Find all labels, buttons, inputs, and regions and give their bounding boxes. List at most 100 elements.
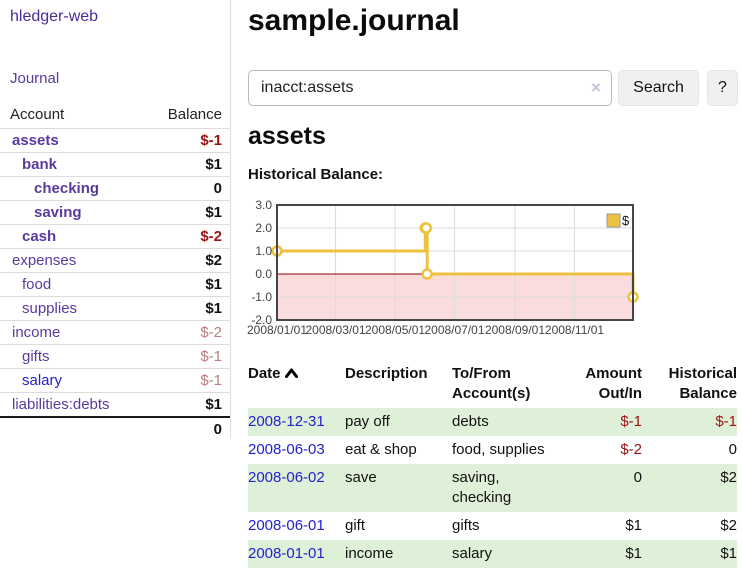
- transaction-accounts: debts: [452, 413, 489, 430]
- sidebar-account-food[interactable]: food: [22, 276, 52, 293]
- sidebar-account-income[interactable]: income: [12, 324, 61, 341]
- main-content: sample.journal × Search ? assets Histori…: [247, 0, 742, 582]
- register-header-description: Description: [345, 365, 428, 382]
- legend-swatch: [606, 213, 621, 228]
- register-row: 2008-01-01 income salary $1 $1: [248, 540, 737, 568]
- register-row: 2008-06-01 gift gifts $1 $2: [248, 512, 737, 540]
- search-field-wrap: ×: [248, 70, 612, 106]
- transaction-date-link[interactable]: 2008-06-02: [248, 469, 325, 486]
- sort-ascending-icon: [284, 368, 298, 378]
- sidebar-account-checking[interactable]: checking: [34, 180, 100, 197]
- sidebar-account-assets[interactable]: assets: [12, 132, 59, 149]
- register-header-accounts: To/From Account(s): [452, 365, 531, 402]
- sidebar-account-liabilities-debts[interactable]: liabilities:debts: [12, 396, 110, 413]
- page-title: sample.journal: [248, 4, 460, 37]
- account-row: checking 0: [0, 176, 230, 200]
- account-heading: assets: [248, 122, 326, 150]
- account-row: assets $-1: [0, 128, 230, 152]
- sidebar-account-salary[interactable]: salary: [22, 372, 63, 389]
- transaction-description: income: [345, 545, 394, 562]
- sidebar-account-bank[interactable]: bank: [22, 156, 58, 173]
- account-row: cash $-2: [0, 224, 230, 248]
- account-row: income $-2: [0, 320, 230, 344]
- transaction-date-link[interactable]: 2008-12-31: [248, 413, 325, 430]
- transaction-accounts: salary: [452, 545, 493, 562]
- chart-title: Historical Balance:: [248, 166, 384, 183]
- sidebar-account-cash[interactable]: cash: [22, 228, 57, 245]
- transaction-date-link[interactable]: 2008-06-01: [248, 517, 325, 534]
- account-balance: $1: [205, 156, 222, 173]
- account-row: gifts $-1: [0, 344, 230, 368]
- transaction-date-cell: 2008-06-03: [248, 436, 345, 464]
- account-balance: $-2: [200, 228, 222, 245]
- transaction-balance: 0: [728, 441, 737, 458]
- search-bar: × Search ?: [248, 70, 742, 106]
- clear-search-icon[interactable]: ×: [591, 78, 601, 97]
- sidebar-account-supplies[interactable]: supplies: [22, 300, 78, 317]
- svg-text:-2.0: -2.0: [251, 313, 272, 327]
- register-rows: 2008-12-31 pay off debts $-1 $-1 2008-06-03 ea…: [248, 408, 737, 568]
- transaction-description: gift: [345, 517, 366, 534]
- account-balance: $1: [205, 276, 222, 293]
- sidebar-item-journal[interactable]: Journal: [10, 70, 60, 87]
- accounts-rows: assets $-1 bank $1 checking 0 saving $1 cash $-2 e…: [0, 128, 230, 416]
- svg-text:1.0: 1.0: [255, 244, 272, 258]
- svg-text:2008/01/01: 2008/01/01: [247, 323, 307, 337]
- account-balance: $-1: [200, 372, 222, 389]
- accounts-header-balance: Balance: [167, 106, 222, 123]
- register-row: 2008-06-03 eat & shop food, supplies $-2 0: [248, 436, 737, 464]
- register-row: 2008-06-02 save saving, checking 0 $2: [248, 464, 737, 512]
- svg-text:2008/05/01: 2008/05/01: [365, 323, 425, 337]
- transaction-accounts: saving, checking: [452, 469, 512, 506]
- accounts-total-value: 0: [213, 421, 222, 438]
- account-row: expenses $2: [0, 248, 230, 272]
- svg-text:2008/11/01: 2008/11/01: [545, 323, 604, 337]
- sidebar-account-saving[interactable]: saving: [34, 204, 82, 221]
- svg-text:0.0: 0.0: [255, 267, 272, 281]
- search-input[interactable]: [248, 70, 612, 106]
- transaction-amount: $-2: [620, 441, 642, 458]
- transaction-date-cell: 2008-01-01: [248, 540, 345, 568]
- transaction-balance: $2: [720, 517, 737, 534]
- register-header-date[interactable]: Date: [248, 362, 345, 408]
- accounts-table: Account Balance assets $-1 bank $1 checking 0…: [0, 102, 230, 442]
- transaction-balance: $1: [720, 545, 737, 562]
- app-title-link[interactable]: hledger-web: [10, 8, 99, 25]
- transaction-description: save: [345, 469, 377, 486]
- account-balance: $1: [205, 396, 222, 413]
- account-balance: $2: [205, 252, 222, 269]
- transaction-description: eat & shop: [345, 441, 417, 458]
- account-row: liabilities:debts $1: [0, 392, 230, 416]
- accounts-total-row: 0: [0, 416, 230, 442]
- transaction-date-link[interactable]: 2008-01-01: [248, 545, 325, 562]
- sidebar-account-gifts[interactable]: gifts: [22, 348, 50, 365]
- register-header-date-label: Date: [248, 365, 281, 382]
- account-balance: 0: [213, 180, 222, 197]
- help-button[interactable]: ?: [707, 70, 738, 106]
- transaction-date-link[interactable]: 2008-06-03: [248, 441, 325, 458]
- account-row: supplies $1: [0, 296, 230, 320]
- svg-text:2008/09/01: 2008/09/01: [485, 323, 545, 337]
- account-balance: $-2: [200, 324, 222, 341]
- register-header-balance: Historical Balance: [668, 365, 737, 402]
- accounts-table-header: Account Balance: [0, 102, 230, 128]
- accounts-header-account: Account: [10, 106, 65, 123]
- svg-text:2.0: 2.0: [255, 221, 272, 235]
- svg-text:-1.0: -1.0: [251, 290, 272, 304]
- chart-svg: $3.0 2.0 1.0 0.0 -1.0 -2.02008/01/012008/03/0…: [247, 198, 639, 337]
- account-balance: $1: [205, 300, 222, 317]
- sidebar-account-expenses[interactable]: expenses: [12, 252, 77, 269]
- register-header-amount: Amount Out/In: [585, 365, 642, 402]
- sidebar: hledger-web Journal Account Balance asse…: [0, 0, 230, 582]
- historical-balance-chart: $3.0 2.0 1.0 0.0 -1.0 -2.0 2008/01/01 2008/03/0…: [243, 198, 742, 346]
- register-table: Date Description To/From Account(s) Amou…: [248, 362, 737, 568]
- search-button[interactable]: Search: [618, 70, 699, 106]
- transaction-balance: $2: [720, 469, 737, 486]
- register-row: 2008-12-31 pay off debts $-1 $-1: [248, 408, 737, 436]
- transaction-amount: $-1: [620, 413, 642, 430]
- svg-text:2008/03/01: 2008/03/01: [305, 323, 365, 337]
- account-balance: $-1: [200, 132, 222, 149]
- transaction-accounts: food, supplies: [452, 441, 545, 458]
- svg-text:2008/07/01: 2008/07/01: [424, 323, 484, 337]
